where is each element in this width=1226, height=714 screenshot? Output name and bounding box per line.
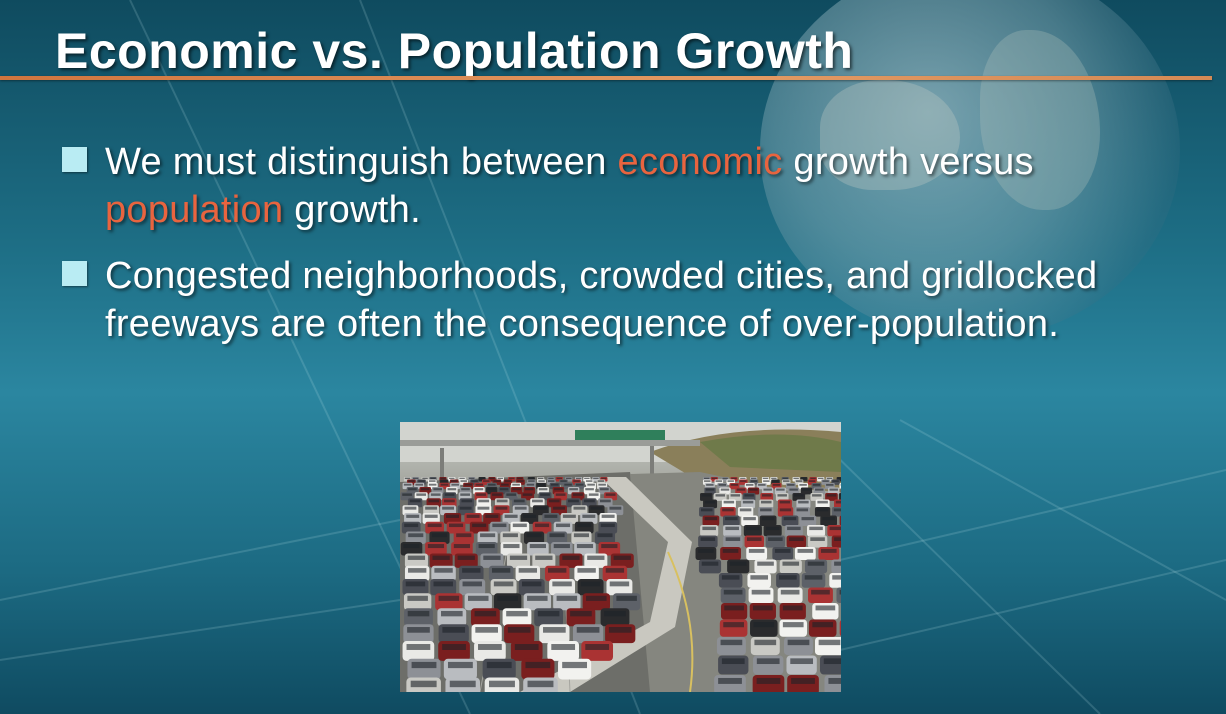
title-underline [0, 76, 1212, 80]
globe-decoration [760, 0, 1180, 340]
bullet-text: We must distinguish between economic gro… [105, 141, 1034, 231]
freeway-traffic-photo [400, 422, 841, 692]
bullet-text-segment: growth. [283, 189, 421, 231]
bullet-item: Congested neighborhoods, crowded cities,… [62, 252, 1142, 348]
highlighted-term-economic: economic [617, 141, 783, 183]
slide-title: Economic vs. Population Growth [55, 23, 854, 79]
bullet-text-segment: We must distinguish between [105, 141, 618, 183]
highlighted-term-population: population [105, 189, 284, 231]
bullet-text-segment: growth versus [782, 141, 1034, 183]
bullet-list: We must distinguish between economic gro… [62, 138, 1142, 366]
bullet-item: We must distinguish between economic gro… [62, 138, 1142, 234]
square-bullet-icon [62, 261, 87, 286]
bullet-text: Congested neighborhoods, crowded cities,… [105, 255, 1097, 345]
freeway-traffic-illustration [400, 422, 841, 692]
bullet-text-segment: Congested neighborhoods, crowded cities,… [105, 255, 1098, 345]
square-bullet-icon [62, 147, 87, 172]
